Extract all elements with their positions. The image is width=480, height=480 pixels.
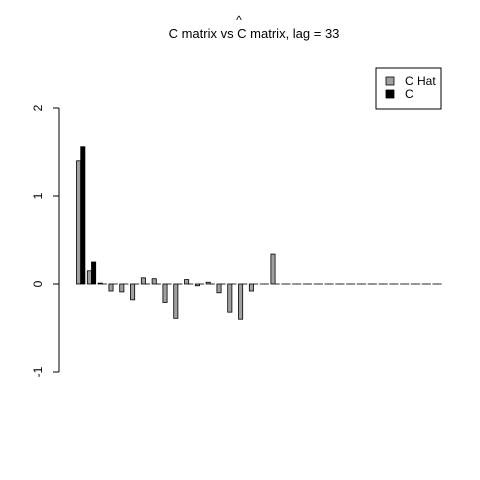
bar-c-hat xyxy=(108,283,114,292)
y-tick-label: 2 xyxy=(31,104,45,111)
bar-c-hat xyxy=(130,283,136,301)
bar-c-hat xyxy=(184,279,190,285)
bar-c-hat xyxy=(162,283,168,303)
bar-c-hat xyxy=(216,283,222,294)
bar-c-hat xyxy=(173,283,179,319)
y-tick-label: 0 xyxy=(31,280,45,287)
bar-c-hat xyxy=(76,160,82,285)
bars-group xyxy=(76,146,442,320)
bar-c xyxy=(80,146,86,285)
legend-box xyxy=(375,67,442,110)
chart-title-hat: ^ xyxy=(236,13,242,27)
bar-c-hat xyxy=(248,283,254,292)
bar-c-hat xyxy=(151,278,157,285)
legend-label: C xyxy=(405,87,414,101)
chart-title-text: C matrix vs C matrix, lag = 33 xyxy=(169,26,340,41)
legend-swatch xyxy=(385,76,395,86)
bar-c-hat xyxy=(119,283,125,293)
bar-c-hat xyxy=(227,283,233,313)
bar-c-hat xyxy=(97,282,103,285)
y-axis: -1 0 1 2 xyxy=(31,104,60,377)
bar-c-hat xyxy=(194,283,200,287)
y-tick-label: -1 xyxy=(31,366,45,377)
bar-c-hat xyxy=(140,277,146,285)
bar-c-hat xyxy=(238,283,244,320)
legend-swatch xyxy=(385,89,395,99)
legend-label: C Hat xyxy=(405,74,436,88)
bar-c-hat xyxy=(86,270,92,285)
chart-title: C matrix vs C matrix, lag = 33 ^ xyxy=(169,13,340,41)
y-tick-label: 1 xyxy=(31,192,45,199)
bar-c-hat xyxy=(270,253,276,285)
bar-c-hat xyxy=(205,281,211,285)
bar-c xyxy=(91,261,97,285)
